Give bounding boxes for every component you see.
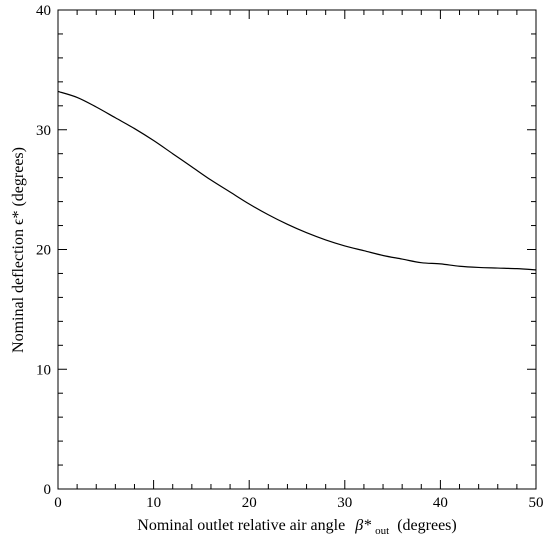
x-tick-labels: 0 10 20 30 40 50	[54, 495, 543, 511]
x-tick-label: 0	[54, 495, 62, 511]
x-tick-label: 10	[146, 495, 161, 511]
x-tick-label: 30	[337, 495, 352, 511]
y-tick-label: 10	[36, 362, 51, 378]
x-axis-title-prefix: Nominal outlet relative air angle	[137, 517, 345, 534]
minor-ticks	[58, 10, 536, 489]
y-tick-label: 40	[36, 3, 51, 19]
x-tick-label: 20	[242, 495, 257, 511]
x-tick-label: 50	[529, 495, 544, 511]
series-layer	[57, 90, 537, 271]
x-axis-title: Nominal outlet relative air angle β* out…	[137, 517, 456, 538]
x-tick-label: 40	[433, 495, 448, 511]
y-tick-labels: 0 10 20 30 40	[36, 3, 51, 498]
y-tick-label: 0	[44, 482, 52, 498]
plot-frame	[57, 9, 537, 490]
major-ticks	[57, 9, 537, 490]
x-axis-title-suffix: (degrees)	[397, 517, 457, 534]
y-tick-label: 20	[36, 243, 51, 259]
y-axis-title: Nominal deflection ϵ* (degrees)	[10, 147, 27, 353]
series-line-0	[57, 90, 537, 271]
x-axis-title-subscript: out	[375, 525, 389, 537]
x-axis-title-symbol: β*	[354, 517, 371, 534]
y-tick-label: 30	[36, 123, 51, 139]
